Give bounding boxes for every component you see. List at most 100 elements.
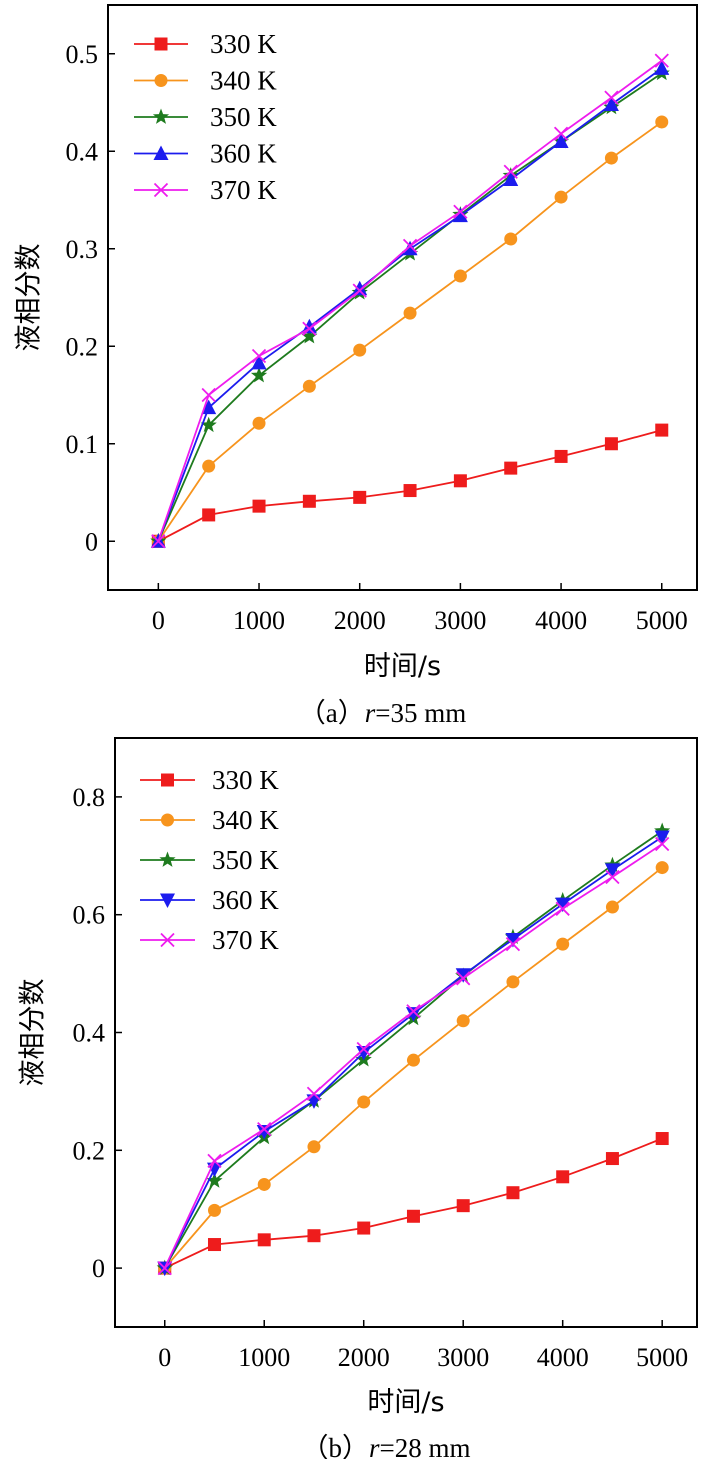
- data-point: [206, 1172, 223, 1188]
- data-point: [202, 508, 216, 522]
- legend-marker: [154, 37, 168, 51]
- legend-entry: 330 K: [210, 29, 277, 59]
- data-point: [604, 90, 619, 105]
- data-point: [654, 822, 671, 838]
- data-point: [207, 1203, 221, 1217]
- data-point: [307, 1140, 321, 1154]
- data-point: [654, 830, 670, 845]
- y-tick-label: 0: [85, 527, 98, 556]
- data-point: [257, 1177, 271, 1191]
- series-360k: [157, 830, 670, 1277]
- legend-entry: 350 K: [210, 102, 277, 132]
- legend: 330 K 340 K 350 K 360 K 370 K: [134, 29, 277, 205]
- series-360k: [150, 60, 670, 548]
- y-tick-label: 0.6: [73, 901, 106, 930]
- data-point: [301, 328, 318, 344]
- data-point: [251, 348, 267, 364]
- data-point: [206, 1162, 222, 1178]
- y-tick-label: 0.3: [66, 235, 99, 264]
- x-tick-label: 4000: [535, 606, 587, 635]
- data-point: [352, 283, 367, 298]
- data-point: [604, 437, 618, 451]
- x-tick-label: 4000: [537, 1343, 589, 1372]
- data-point: [455, 968, 471, 983]
- y-tick-label: 0.8: [73, 783, 106, 812]
- data-point: [503, 171, 519, 187]
- data-point: [453, 204, 468, 219]
- data-point: [556, 937, 570, 951]
- data-point: [655, 861, 669, 875]
- data-point: [654, 60, 670, 75]
- data-point: [202, 459, 216, 473]
- legend-marker: [160, 932, 175, 948]
- data-point: [207, 1238, 221, 1252]
- data-point: [655, 836, 670, 852]
- data-point: [356, 1041, 371, 1057]
- data-point: [403, 484, 417, 498]
- data-point: [357, 1221, 371, 1235]
- legend-marker: [154, 74, 168, 87]
- data-point: [402, 240, 418, 256]
- data-point: [555, 901, 570, 916]
- data-point: [201, 387, 216, 403]
- data-point: [201, 399, 217, 415]
- series-line: [157, 59, 663, 542]
- series-330k: [151, 423, 669, 548]
- plot-frame: [114, 737, 698, 1328]
- data-point: [553, 133, 569, 148]
- data-point: [151, 534, 166, 549]
- legend-marker: [152, 108, 170, 124]
- series-340k: [158, 861, 669, 1275]
- series-340k: [151, 115, 669, 548]
- data-point: [604, 863, 620, 878]
- data-point: [605, 1152, 619, 1166]
- x-tick-label: 1000: [233, 606, 285, 635]
- data-point: [252, 499, 266, 513]
- data-point: [301, 318, 317, 334]
- data-point: [655, 115, 669, 129]
- data-point: [302, 379, 316, 393]
- data-point: [405, 1007, 421, 1022]
- legend-entry: 370 K: [212, 925, 279, 955]
- legend: 330 K 340 K 350 K 360 K 370 K: [140, 765, 279, 955]
- y-tick-label: 0.2: [66, 332, 99, 361]
- chart-panel-b: 0 0.2 0.4 0.6 0.8 0 1000 2000 3000 4000 5000 时间/s 液相…: [18, 737, 698, 1459]
- data-point: [302, 321, 317, 336]
- series-370k: [157, 836, 670, 1276]
- data-point: [504, 461, 518, 475]
- data-point: [356, 1046, 372, 1061]
- data-point: [257, 1121, 272, 1137]
- data-point: [406, 1209, 420, 1223]
- legend-marker: [161, 813, 174, 827]
- data-point: [353, 343, 367, 357]
- data-point: [250, 367, 268, 383]
- data-point: [306, 1086, 322, 1101]
- data-point: [505, 932, 521, 948]
- data-point: [157, 1260, 172, 1276]
- data-point: [452, 207, 468, 223]
- x-axis-label: 时间/s: [367, 1387, 444, 1418]
- figure-caption: （a）r=35 mm: [299, 698, 466, 728]
- data-point: [353, 490, 367, 504]
- x-tick-label: 3000: [437, 1343, 489, 1372]
- chart-panel-a: 0 0.1 0.2 0.3 0.4 0.5 0 1000 2000 3000 4000 5000 时间/…: [14, 4, 698, 728]
- legend-marker: [161, 773, 174, 787]
- y-tick-label: 0: [92, 1254, 105, 1283]
- legend-entry: 340 K: [210, 66, 277, 96]
- data-point: [654, 53, 669, 68]
- legend-entry: 370 K: [210, 175, 277, 205]
- series-330k: [158, 1132, 669, 1275]
- x-tick-label: 2000: [338, 1343, 390, 1372]
- x-tick-label: 3000: [434, 606, 486, 635]
- data-point: [352, 280, 368, 296]
- data-point: [307, 1229, 321, 1243]
- legend-entry: 360 K: [210, 139, 277, 169]
- legend-entry: 360 K: [212, 885, 279, 915]
- y-tick-label: 0.4: [66, 137, 99, 166]
- data-point: [257, 1233, 271, 1247]
- legend-entry: 350 K: [212, 845, 279, 875]
- x-tick-label: 0: [158, 1343, 171, 1372]
- figure-caption: （b）r=28 mm: [302, 1433, 471, 1459]
- data-point: [605, 900, 619, 914]
